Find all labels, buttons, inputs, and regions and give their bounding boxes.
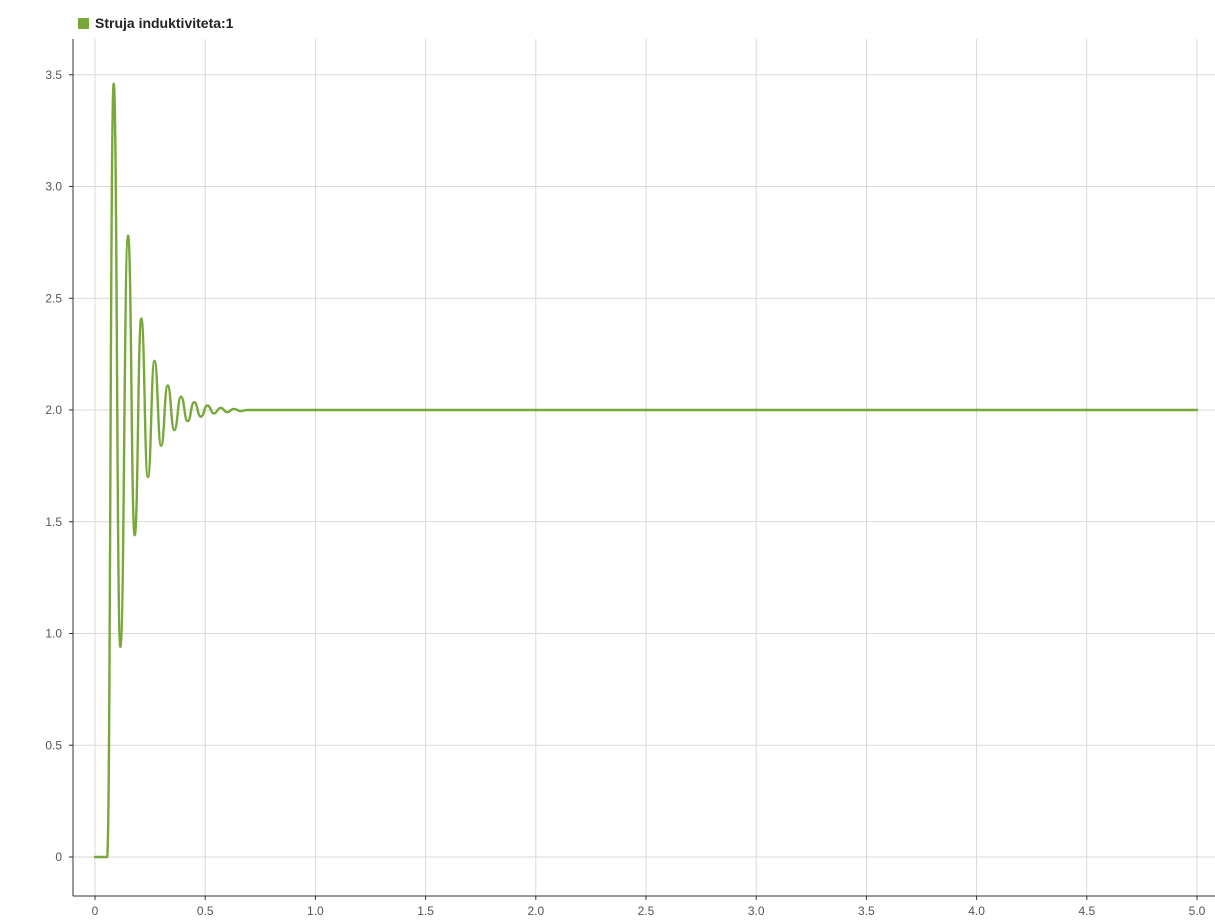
y-tick-label: 0.5 bbox=[45, 738, 62, 752]
series-line bbox=[93, 82, 1199, 859]
y-tick-label: 3.5 bbox=[45, 68, 62, 82]
y-tick-label: 1.0 bbox=[45, 627, 62, 641]
y-tick-label: 0 bbox=[55, 850, 62, 864]
x-tick-label: 5.0 bbox=[1189, 904, 1206, 918]
x-tick-label: 1.0 bbox=[307, 904, 324, 918]
legend-swatch bbox=[78, 17, 89, 29]
y-tick-label: 1.5 bbox=[45, 515, 62, 529]
x-tick-label: 4.5 bbox=[1078, 904, 1095, 918]
x-tick-label: 3.0 bbox=[748, 904, 765, 918]
x-tick-label: 2.5 bbox=[638, 904, 655, 918]
legend: Struja induktiviteta:1 bbox=[78, 13, 233, 33]
y-tick-label: 3.0 bbox=[45, 180, 62, 194]
legend-label: Struja induktiviteta:1 bbox=[95, 15, 234, 31]
y-tick-label: 2.5 bbox=[45, 291, 62, 305]
y-tick-label: 2.0 bbox=[45, 403, 62, 417]
x-tick-label: 2.0 bbox=[527, 904, 544, 918]
x-tick-label: 0 bbox=[92, 904, 99, 918]
x-tick-label: 4.0 bbox=[968, 904, 985, 918]
x-tick-label: 3.5 bbox=[858, 904, 875, 918]
x-tick-label: 0.5 bbox=[197, 904, 214, 918]
x-tick-label: 1.5 bbox=[417, 904, 434, 918]
